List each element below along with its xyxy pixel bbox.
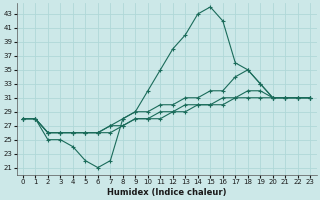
X-axis label: Humidex (Indice chaleur): Humidex (Indice chaleur) <box>107 188 226 197</box>
